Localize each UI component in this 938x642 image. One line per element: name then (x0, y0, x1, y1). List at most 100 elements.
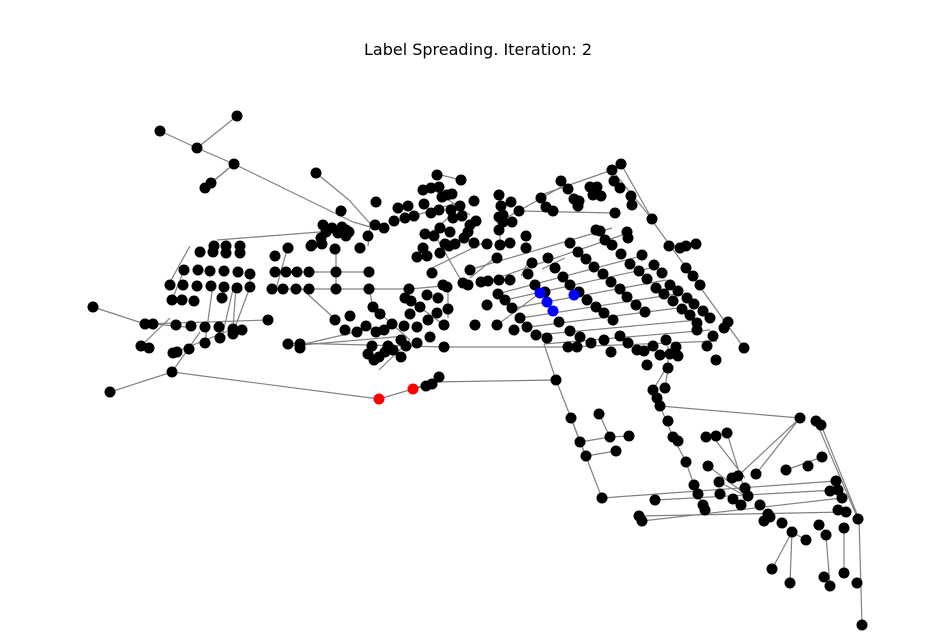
graph-edge (771, 531, 793, 570)
graph-node (580, 253, 592, 265)
graph-node (244, 268, 256, 280)
graph-node (802, 460, 814, 472)
graph-node (339, 324, 351, 336)
graph-node (282, 338, 294, 350)
graph-node (330, 266, 342, 278)
graph-node (506, 302, 518, 314)
graph-edge (171, 371, 380, 400)
graph-node (433, 371, 445, 383)
graph-node (646, 213, 658, 225)
graph-node (493, 274, 505, 286)
graph-node (232, 266, 244, 278)
graph-node (535, 192, 547, 204)
graph-node (363, 283, 375, 295)
graph-node (750, 468, 762, 480)
graph-node (329, 243, 341, 255)
graph-node (680, 456, 692, 468)
graph-node (816, 451, 828, 463)
graph-node (547, 205, 559, 217)
graph-node (574, 436, 586, 448)
graph-node (434, 222, 446, 234)
graph-node (504, 274, 516, 286)
graph-node (491, 319, 503, 331)
graph-node (672, 285, 684, 297)
graph-node (654, 349, 666, 361)
graph-node (419, 228, 431, 240)
graph-node (177, 279, 189, 291)
graph-node (514, 312, 526, 324)
graph-node (344, 310, 356, 322)
graph-node (667, 295, 679, 307)
graph-node (305, 240, 317, 252)
graph-node (87, 301, 99, 313)
labeled-node-red (407, 383, 419, 395)
graph-node (262, 314, 274, 326)
graph-edge (755, 417, 801, 475)
graph-edge (431, 379, 557, 383)
graph-node (649, 494, 661, 506)
graph-node (598, 307, 610, 319)
graph-node (426, 378, 438, 390)
graph-edge (275, 245, 289, 290)
graph-node (656, 267, 668, 279)
graph-node (630, 299, 642, 311)
graph-edge (196, 115, 238, 149)
graph-nodes (87, 110, 868, 631)
graph-edge (196, 147, 235, 165)
graph-node (402, 200, 414, 212)
graph-node (684, 309, 696, 321)
graph-node (714, 488, 726, 500)
graph-node (707, 330, 719, 342)
graph-node (290, 283, 302, 295)
graph-edge (315, 172, 350, 201)
graph-node (456, 210, 468, 222)
graph-node (697, 305, 709, 317)
graph-node (369, 219, 381, 231)
graph-edge (159, 130, 198, 149)
graph-node (166, 294, 178, 306)
graph-node (680, 240, 692, 252)
graph-edge (535, 319, 699, 336)
graph-node (214, 332, 226, 344)
graph-node (732, 470, 744, 482)
graph-node (727, 493, 739, 505)
graph-node (425, 182, 437, 194)
graph-node (143, 342, 155, 354)
graph-node (421, 250, 433, 262)
graph-node (836, 492, 848, 504)
graph-node (408, 210, 420, 222)
labeled-node-blue (547, 305, 559, 317)
graph-node (432, 292, 444, 304)
graph-node (565, 412, 577, 424)
graph-node (199, 182, 211, 194)
graph-node (721, 427, 733, 439)
graph-node (776, 517, 788, 529)
graph-node (188, 295, 200, 307)
graph-node (231, 282, 243, 294)
graph-node (269, 266, 281, 278)
graph-edge (92, 306, 146, 325)
graph-edge (513, 279, 667, 309)
graph-node (421, 289, 433, 301)
graph-node (641, 359, 653, 371)
graph-node (495, 200, 507, 212)
graph-node (813, 519, 825, 531)
graph-edge (620, 163, 653, 220)
graph-node (614, 283, 626, 295)
graph-node (378, 324, 390, 336)
graph-node (269, 250, 281, 262)
labeled-node-blue (568, 289, 580, 301)
graph-node (493, 189, 505, 201)
graph-node (387, 344, 399, 356)
graph-node (654, 400, 666, 412)
graph-node (405, 295, 417, 307)
graph-edge (169, 245, 191, 283)
graph-node (433, 181, 445, 193)
graph-edge (737, 417, 801, 477)
graph-node (470, 215, 482, 227)
graph-node (648, 259, 660, 271)
graph-edge (820, 424, 860, 520)
graph-edge (815, 420, 859, 520)
graph-node (199, 321, 211, 333)
graph-node (403, 283, 415, 295)
